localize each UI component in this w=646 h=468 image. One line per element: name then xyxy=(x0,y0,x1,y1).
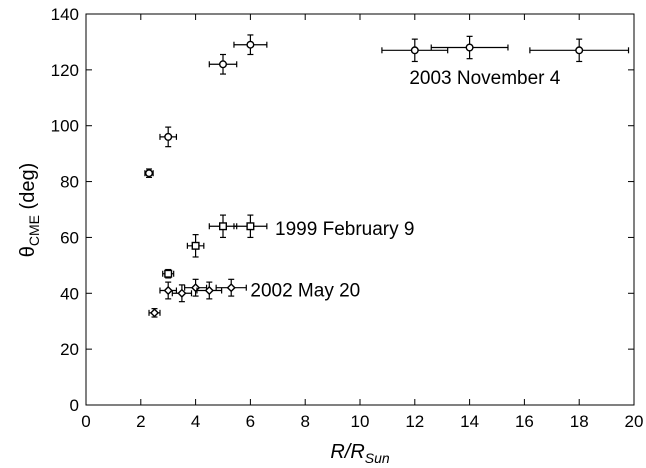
diamond-marker xyxy=(226,283,236,293)
annotation-label: 2003 November 4 xyxy=(409,68,560,89)
square-marker xyxy=(164,269,173,278)
x-tick-label: 8 xyxy=(300,412,309,431)
y-tick-label: 60 xyxy=(60,228,79,247)
chart-annotations: 2003 November 4 1999 February 9 2002 May 2… xyxy=(250,68,560,301)
axis-ticks: 0 2 4 6 8 10 12 14 16 18 20 0 20 40 60 80 100 120 140 xyxy=(51,5,644,431)
square-marker xyxy=(218,222,227,231)
circle-marker xyxy=(465,43,474,52)
data-point xyxy=(196,281,223,300)
square-marker xyxy=(191,241,200,250)
circle-marker xyxy=(145,169,154,178)
data-point xyxy=(186,234,205,258)
circle-marker xyxy=(246,40,255,49)
data-point xyxy=(215,278,247,297)
x-tick-label: 18 xyxy=(570,412,589,431)
data-point xyxy=(159,126,178,148)
y-tick-label: 80 xyxy=(60,173,79,192)
x-axis-label: R/RSun xyxy=(330,441,390,466)
data-point xyxy=(148,308,161,318)
data-point xyxy=(381,38,449,63)
data-point xyxy=(233,214,268,239)
data-point xyxy=(208,214,238,239)
y-tick-label: 120 xyxy=(51,61,79,80)
circle-marker xyxy=(575,46,584,55)
y-tick-label: 140 xyxy=(51,5,79,24)
data-point xyxy=(529,38,630,63)
annotation-label: 2002 May 20 xyxy=(250,280,360,301)
data-points xyxy=(144,34,630,318)
annotation-label: 1999 February 9 xyxy=(275,219,414,240)
square-marker xyxy=(246,222,255,231)
x-tick-label: 6 xyxy=(246,412,255,431)
diamond-marker xyxy=(204,285,214,296)
data-point xyxy=(162,268,175,279)
y-tick-label: 0 xyxy=(70,396,79,415)
data-point xyxy=(208,53,238,75)
x-tick-label: 14 xyxy=(460,412,479,431)
x-tick-label: 20 xyxy=(625,412,644,431)
x-tick-label: 2 xyxy=(136,412,145,431)
y-tick-label: 20 xyxy=(60,340,79,359)
data-point xyxy=(184,278,208,297)
data-point xyxy=(159,281,178,300)
circle-marker xyxy=(218,60,227,69)
x-tick-label: 0 xyxy=(81,412,90,431)
y-tick-label: 100 xyxy=(51,117,79,136)
data-point xyxy=(430,35,509,60)
diamond-marker xyxy=(163,285,173,296)
data-point xyxy=(233,34,268,56)
y-axis-label: θCME (deg) xyxy=(17,163,42,258)
x-tick-label: 12 xyxy=(405,412,424,431)
x-tick-label: 16 xyxy=(515,412,534,431)
y-tick-label: 40 xyxy=(60,284,79,303)
diamond-marker xyxy=(177,288,187,298)
circle-marker xyxy=(164,132,173,141)
x-tick-label: 10 xyxy=(351,412,370,431)
circle-marker xyxy=(410,46,419,55)
data-point xyxy=(144,168,154,178)
data-point xyxy=(171,284,193,303)
x-tick-label: 4 xyxy=(191,412,200,431)
diamond-marker xyxy=(149,308,160,318)
